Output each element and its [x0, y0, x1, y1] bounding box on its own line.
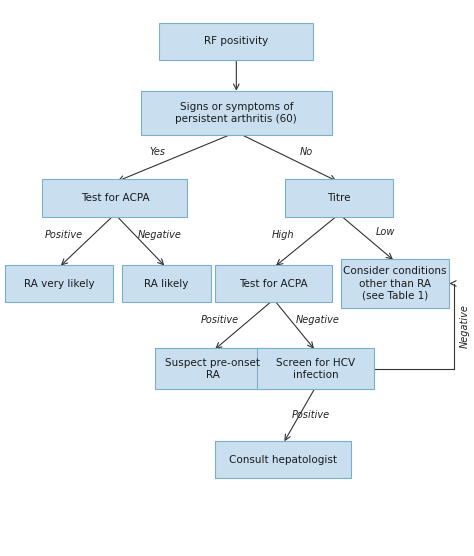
FancyBboxPatch shape: [43, 180, 187, 217]
Text: Positive: Positive: [45, 230, 82, 240]
FancyBboxPatch shape: [122, 265, 210, 302]
Text: RA likely: RA likely: [144, 279, 189, 289]
Text: High: High: [272, 230, 294, 240]
FancyBboxPatch shape: [215, 441, 351, 478]
Text: Screen for HCV
infection: Screen for HCV infection: [276, 358, 356, 380]
FancyBboxPatch shape: [155, 348, 272, 389]
Text: Titre: Titre: [328, 193, 351, 203]
Text: RA very likely: RA very likely: [24, 279, 94, 289]
FancyBboxPatch shape: [257, 348, 374, 389]
FancyBboxPatch shape: [141, 91, 332, 135]
Text: Test for ACPA: Test for ACPA: [239, 279, 308, 289]
FancyBboxPatch shape: [159, 23, 313, 60]
FancyBboxPatch shape: [285, 180, 393, 217]
Text: Consult hepatologist: Consult hepatologist: [229, 455, 337, 465]
Text: RF positivity: RF positivity: [204, 36, 268, 46]
Text: Test for ACPA: Test for ACPA: [81, 193, 149, 203]
Text: Suspect pre-onset
RA: Suspect pre-onset RA: [165, 358, 261, 380]
Text: No: No: [300, 147, 313, 157]
Text: Negative: Negative: [460, 304, 470, 348]
Text: Low: Low: [376, 227, 395, 237]
Text: Negative: Negative: [296, 315, 340, 325]
Text: Positive: Positive: [201, 315, 239, 325]
Text: Signs or symptoms of
persistent arthritis (60): Signs or symptoms of persistent arthriti…: [175, 102, 297, 124]
Text: Positive: Positive: [292, 410, 330, 420]
FancyBboxPatch shape: [5, 265, 112, 302]
Text: Negative: Negative: [137, 230, 181, 240]
Text: Consider conditions
other than RA
(see Table 1): Consider conditions other than RA (see T…: [343, 266, 447, 301]
FancyBboxPatch shape: [215, 265, 332, 302]
Text: Yes: Yes: [149, 147, 165, 157]
FancyBboxPatch shape: [341, 259, 449, 308]
